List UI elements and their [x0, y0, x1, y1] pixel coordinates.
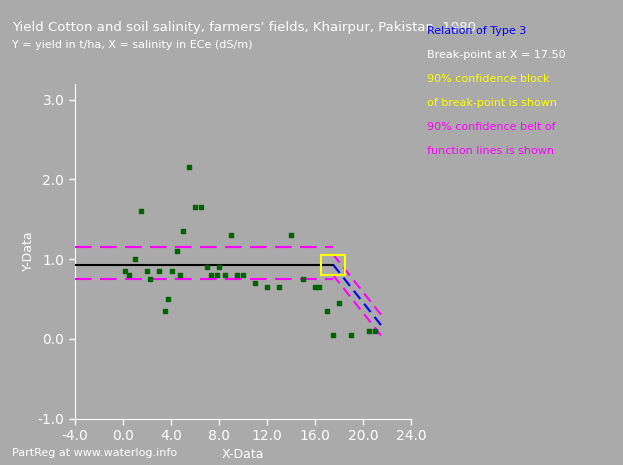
- Point: [226, 232, 236, 239]
- Point: [232, 271, 242, 279]
- Point: [120, 267, 130, 275]
- Point: [178, 227, 188, 235]
- Text: 90% confidence block: 90% confidence block: [427, 74, 549, 84]
- Point: [334, 299, 344, 306]
- Point: [176, 271, 186, 279]
- Text: Yield Cotton and soil salinity, farmers' fields, Khairpur, Pakistan, 1980: Yield Cotton and soil salinity, farmers'…: [12, 21, 477, 34]
- Text: Y = yield in t/ha, X = salinity in ECe (dS/m): Y = yield in t/ha, X = salinity in ECe (…: [12, 40, 253, 50]
- Point: [220, 271, 230, 279]
- Point: [145, 275, 156, 283]
- Point: [346, 331, 356, 339]
- Point: [328, 331, 338, 339]
- Point: [202, 263, 212, 271]
- Point: [364, 327, 374, 334]
- Point: [262, 283, 272, 291]
- Point: [274, 283, 284, 291]
- Point: [313, 283, 324, 291]
- Point: [142, 267, 152, 275]
- Point: [212, 271, 222, 279]
- Point: [322, 307, 332, 315]
- Point: [124, 271, 134, 279]
- Text: function lines is shown: function lines is shown: [427, 146, 554, 157]
- Point: [286, 232, 296, 239]
- Point: [154, 267, 164, 275]
- Point: [172, 247, 182, 255]
- Point: [130, 255, 140, 263]
- Text: PartReg at www.waterlog.info: PartReg at www.waterlog.info: [12, 448, 178, 458]
- Text: Break-point at X = 17.50: Break-point at X = 17.50: [427, 50, 566, 60]
- Point: [167, 267, 177, 275]
- Point: [163, 295, 173, 303]
- Point: [160, 307, 170, 315]
- Text: Relation of Type 3: Relation of Type 3: [427, 26, 526, 36]
- Point: [190, 204, 200, 211]
- Point: [196, 204, 206, 211]
- Point: [206, 271, 216, 279]
- Point: [238, 271, 248, 279]
- Point: [250, 279, 260, 287]
- X-axis label: X-Data: X-Data: [222, 448, 264, 461]
- Text: of break-point is shown: of break-point is shown: [427, 98, 557, 108]
- Point: [370, 327, 380, 334]
- Point: [214, 263, 224, 271]
- Point: [184, 164, 194, 171]
- Point: [310, 283, 320, 291]
- Point: [298, 275, 308, 283]
- Y-axis label: Y-Data: Y-Data: [22, 231, 35, 272]
- Point: [136, 207, 146, 215]
- Text: 90% confidence belt of: 90% confidence belt of: [427, 122, 555, 133]
